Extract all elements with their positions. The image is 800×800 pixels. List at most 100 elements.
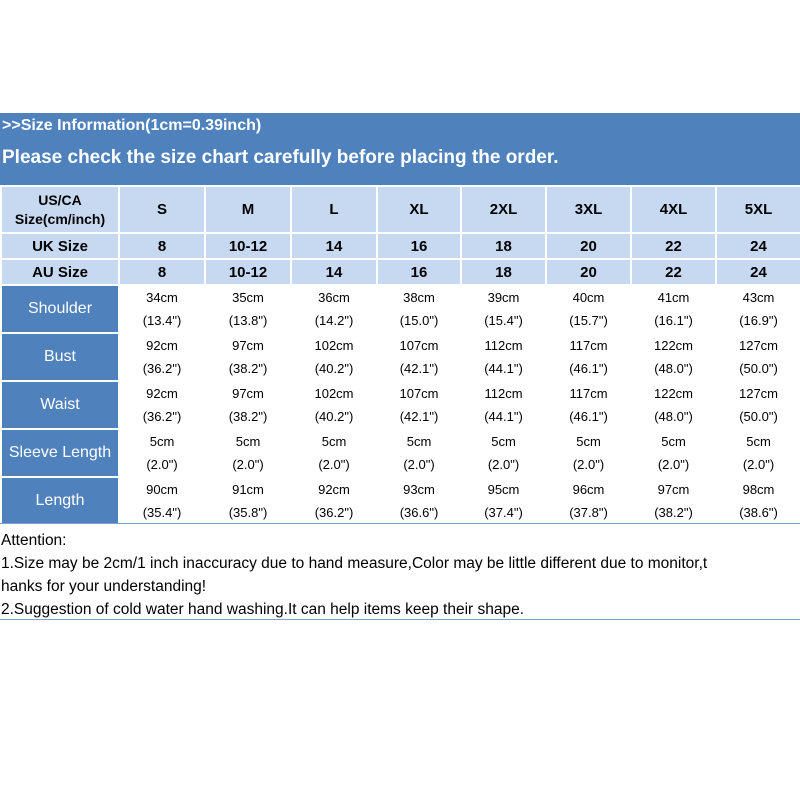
measurement-cell: 98cm (38.6") bbox=[715, 476, 800, 526]
inch-value: (16.9") bbox=[739, 313, 778, 328]
cm-value: 5cm bbox=[406, 434, 432, 449]
us-size-cell: S bbox=[118, 185, 206, 234]
size-info-banner: >>Size Information(1cm=0.39inch) Please … bbox=[0, 113, 800, 185]
cm-value: 97cm bbox=[232, 338, 264, 353]
cm-value: 117cm bbox=[569, 338, 608, 353]
inch-value: (35.4") bbox=[142, 505, 182, 520]
inch-value: (38.2") bbox=[654, 505, 693, 520]
inch-value: (15.0") bbox=[399, 313, 439, 328]
inch-value: (2.0") bbox=[657, 457, 690, 472]
inch-value: (15.7") bbox=[569, 313, 608, 328]
inch-value: (2.0") bbox=[572, 457, 605, 472]
cm-value: 96cm bbox=[572, 482, 605, 497]
inch-value: (40.2") bbox=[314, 361, 354, 376]
inch-value: (38.2") bbox=[228, 409, 268, 424]
us-size-cell: 4XL bbox=[630, 185, 717, 234]
uk-size-cell: 8 bbox=[118, 232, 206, 260]
inch-value: (42.1") bbox=[399, 361, 439, 376]
inch-value: (46.1") bbox=[569, 361, 608, 376]
measurement-cell: 92cm (36.2") bbox=[118, 380, 206, 430]
measurement-cell: 34cm (13.4") bbox=[118, 284, 206, 334]
size-chart-table: US/CA Size(cm/inch) S M L XL 2XL 3XL 4XL 5XL UK Si… bbox=[0, 185, 800, 526]
measurement-cell: 112cm (44.1") bbox=[460, 332, 547, 382]
us-size-cell: 5XL bbox=[715, 185, 800, 234]
cm-value: 92cm bbox=[146, 386, 178, 401]
au-size-cell: 8 bbox=[118, 258, 206, 286]
measurement-cell: 95cm (37.4") bbox=[460, 476, 547, 526]
measurement-cell: 96cm (37.8") bbox=[545, 476, 632, 526]
inch-value: (2.0") bbox=[742, 457, 775, 472]
notes-bottom-divider bbox=[0, 619, 800, 620]
measurement-cell: 93cm (36.6") bbox=[376, 476, 462, 526]
uk-size-row: UK Size 8 10-12 14 16 18 20 22 24 bbox=[0, 232, 800, 260]
measurement-cell: 107cm (42.1") bbox=[376, 380, 462, 430]
us-size-cell: L bbox=[290, 185, 378, 234]
uk-size-cell: 22 bbox=[630, 232, 717, 260]
inch-value: (15.4") bbox=[484, 313, 523, 328]
cm-value: 34cm bbox=[146, 290, 178, 305]
cm-value: 90cm bbox=[146, 482, 178, 497]
inch-value: (36.2") bbox=[314, 505, 354, 520]
cm-value: 41cm bbox=[657, 290, 690, 305]
measurement-label: Sleeve Length bbox=[0, 428, 120, 478]
inch-value: (38.6") bbox=[739, 505, 778, 520]
au-size-cell: 14 bbox=[290, 258, 378, 286]
cm-value: 117cm bbox=[569, 386, 608, 401]
measurement-label: Shoulder bbox=[0, 284, 120, 334]
au-size-cell: 24 bbox=[715, 258, 800, 286]
measurement-cell: 102cm (40.2") bbox=[290, 380, 378, 430]
measurement-cell: 127cm (50.0") bbox=[715, 332, 800, 382]
measurement-row: Length 90cm (35.4") 91cm (35.8") 92cm (36.2") 9… bbox=[0, 476, 800, 526]
measurement-cell: 5cm (2.0") bbox=[715, 428, 800, 478]
cm-value: 5cm bbox=[149, 434, 175, 449]
measurement-cell: 92cm (36.2") bbox=[290, 476, 378, 526]
us-size-cell: M bbox=[204, 185, 292, 234]
measurement-cell: 122cm (48.0") bbox=[630, 380, 717, 430]
cm-value: 5cm bbox=[661, 434, 686, 449]
us-size-label-line1: US/CA bbox=[38, 191, 82, 208]
measurement-cell: 5cm (2.0") bbox=[630, 428, 717, 478]
cm-value: 5cm bbox=[576, 434, 601, 449]
inch-value: (44.1") bbox=[484, 361, 523, 376]
measurement-cell: 90cm (35.4") bbox=[118, 476, 206, 526]
measurement-cell: 5cm (2.0") bbox=[118, 428, 206, 478]
cm-value: 36cm bbox=[318, 290, 350, 305]
inch-value: (37.4") bbox=[484, 505, 523, 520]
measurement-cell: 97cm (38.2") bbox=[630, 476, 717, 526]
au-size-cell: 20 bbox=[545, 258, 632, 286]
au-size-cell: 22 bbox=[630, 258, 717, 286]
inch-value: (40.2") bbox=[314, 409, 354, 424]
uk-size-cell: 18 bbox=[460, 232, 547, 260]
size-info-heading: >>Size Information(1cm=0.39inch) bbox=[2, 117, 262, 134]
inch-value: (2.0") bbox=[146, 457, 178, 472]
measurement-cell: 112cm (44.1") bbox=[460, 380, 547, 430]
cm-value: 95cm bbox=[487, 482, 520, 497]
measurement-cell: 40cm (15.7") bbox=[545, 284, 632, 334]
measurement-cell: 43cm (16.9") bbox=[715, 284, 800, 334]
measurement-row: Waist 92cm (36.2") 97cm (38.2") 102cm (40.2") 1… bbox=[0, 380, 800, 430]
inch-value: (13.4") bbox=[142, 313, 182, 328]
inch-value: (2.0") bbox=[487, 457, 520, 472]
inch-value: (36.6") bbox=[399, 505, 439, 520]
measurement-row: Bust 92cm (36.2") 97cm (38.2") 102cm (40.2") 10… bbox=[0, 332, 800, 382]
measurement-label: Waist bbox=[0, 380, 120, 430]
attention-notes: Attention: 1.Size may be 2cm/1 inch inac… bbox=[1, 529, 799, 621]
cm-value: 102cm bbox=[314, 386, 354, 401]
measurement-cell: 97cm (38.2") bbox=[204, 380, 292, 430]
attention-note-1-cont: hanks for your understanding! bbox=[1, 578, 207, 595]
uk-size-cell: 24 bbox=[715, 232, 800, 260]
cm-value: 93cm bbox=[403, 482, 435, 497]
cm-value: 39cm bbox=[487, 290, 520, 305]
cm-value: 38cm bbox=[403, 290, 435, 305]
uk-size-label: UK Size bbox=[0, 232, 120, 260]
measurement-cell: 36cm (14.2") bbox=[290, 284, 378, 334]
us-size-row: US/CA Size(cm/inch) S M L XL 2XL 3XL 4XL 5XL bbox=[0, 185, 800, 234]
cm-value: 112cm bbox=[484, 338, 523, 353]
inch-value: (37.8") bbox=[569, 505, 608, 520]
inch-value: (50.0") bbox=[739, 361, 778, 376]
cm-value: 122cm bbox=[653, 338, 694, 353]
measurement-cell: 127cm (50.0") bbox=[715, 380, 800, 430]
cm-value: 98cm bbox=[742, 482, 775, 497]
us-size-cell: 3XL bbox=[545, 185, 632, 234]
au-size-row: AU Size 8 10-12 14 16 18 20 22 24 bbox=[0, 258, 800, 286]
